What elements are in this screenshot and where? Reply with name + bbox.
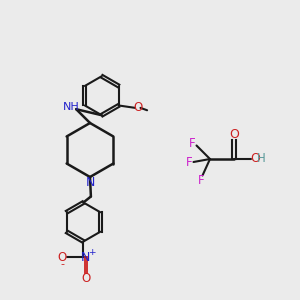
Text: F: F bbox=[198, 174, 204, 188]
Text: N: N bbox=[81, 250, 91, 264]
Text: +: + bbox=[88, 248, 95, 257]
Text: O: O bbox=[229, 128, 239, 141]
Text: -: - bbox=[60, 259, 64, 269]
Text: NH: NH bbox=[62, 102, 79, 112]
Text: O: O bbox=[250, 152, 260, 166]
Text: F: F bbox=[189, 136, 196, 150]
Text: O: O bbox=[134, 101, 143, 114]
Text: F: F bbox=[186, 155, 193, 169]
Text: O: O bbox=[58, 250, 67, 264]
Text: N: N bbox=[85, 176, 95, 189]
Text: O: O bbox=[81, 272, 90, 285]
Text: H: H bbox=[256, 152, 266, 166]
